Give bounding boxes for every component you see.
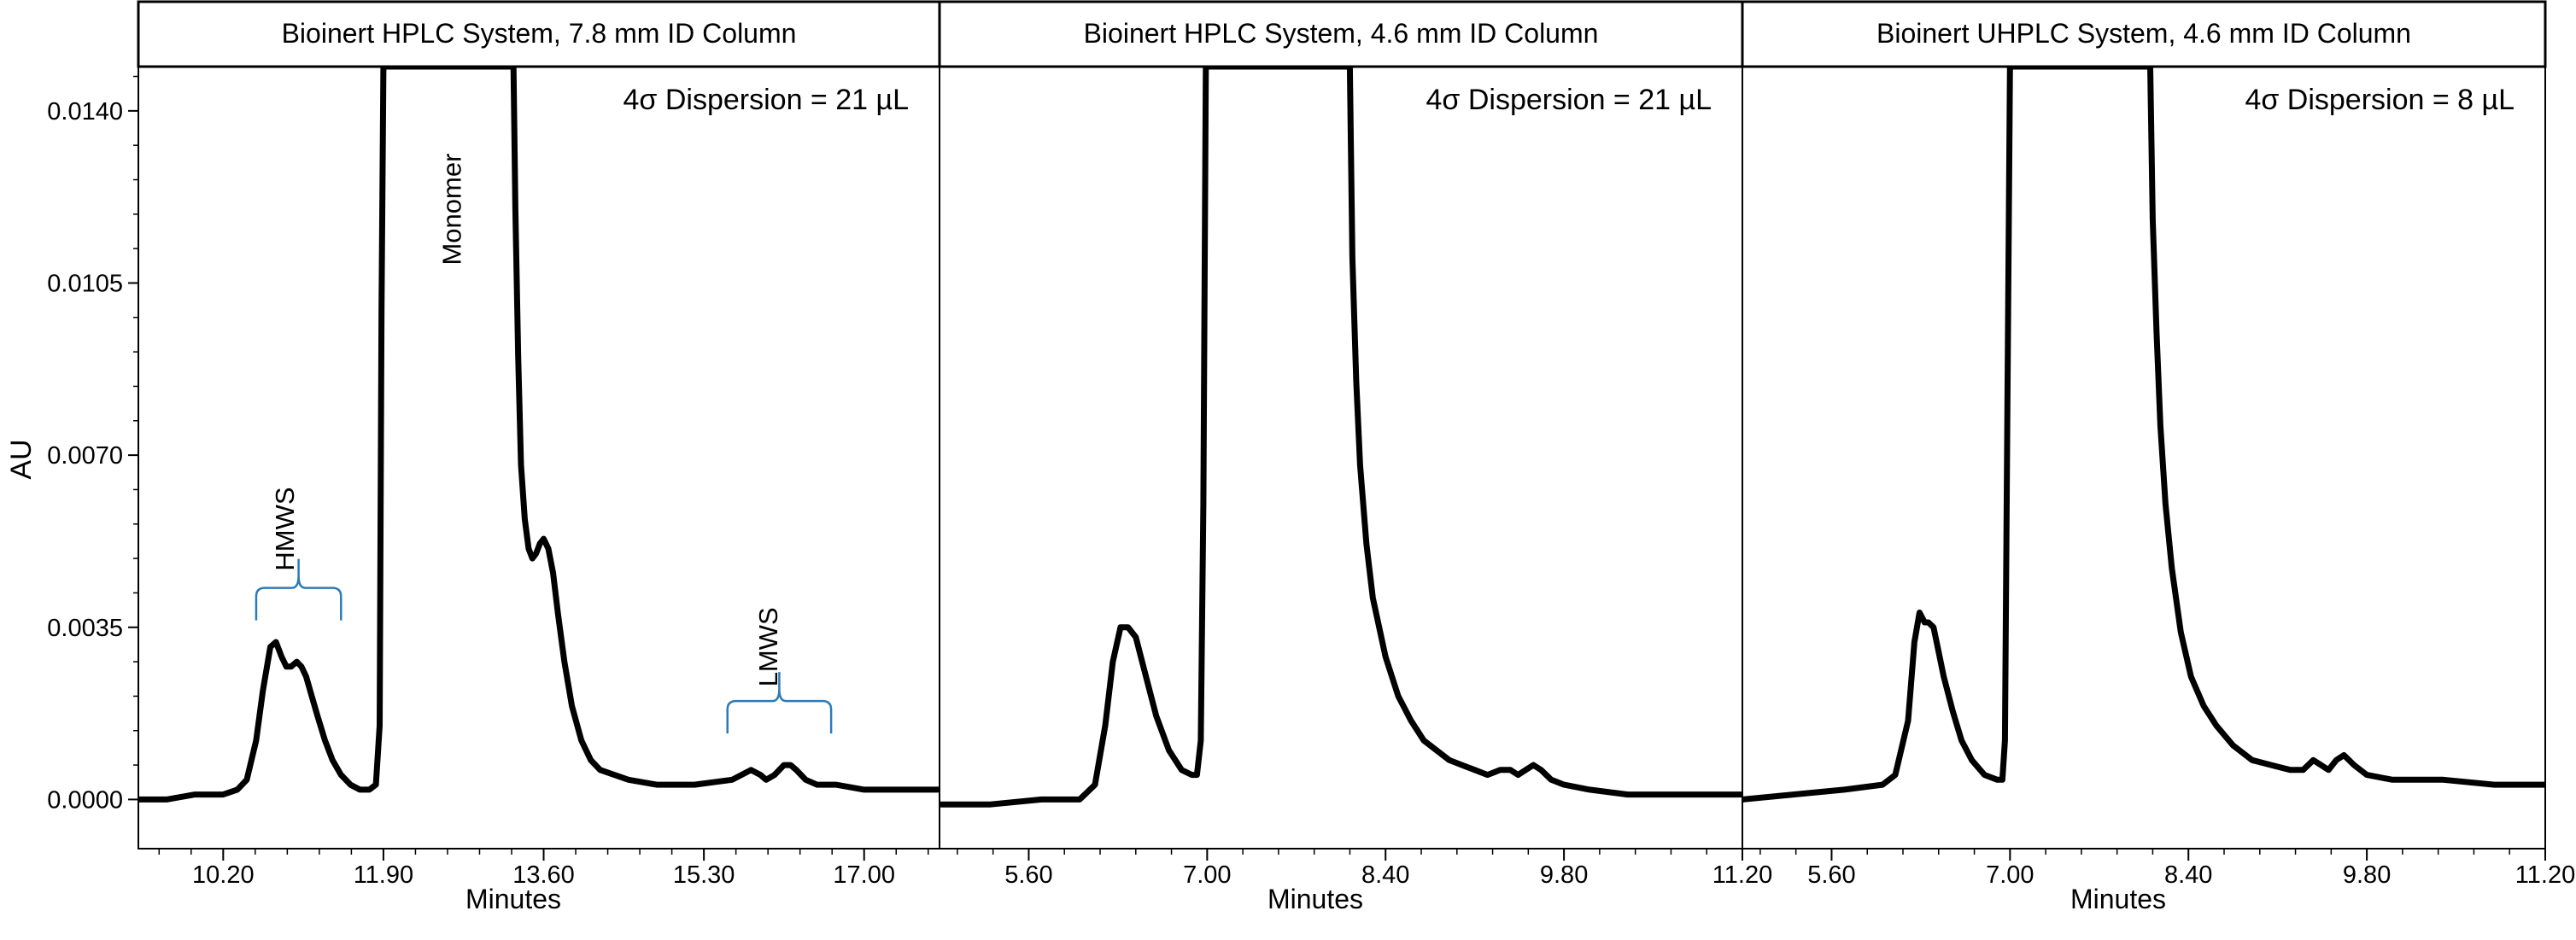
- x-tick-label: 5.60: [1807, 861, 1855, 889]
- panel-1: Bioinert HPLC System, 7.8 mm ID Column 10…: [137, 0, 941, 914]
- x-tick-label: 9.80: [1540, 861, 1588, 889]
- x-tick-label: 7.00: [1183, 861, 1231, 889]
- panel-title: Bioinert UHPLC System, 4.6 mm ID Column: [1876, 18, 2411, 49]
- dispersion-annotation: 4σ Dispersion = 21 µL: [1426, 84, 1712, 116]
- chromatogram-trace: [940, 67, 1742, 808]
- plot-frame: [939, 66, 1743, 850]
- x-axis-label: Minutes: [465, 884, 561, 914]
- y-tick-label: 0.0140: [47, 98, 123, 126]
- x-tick-label: 13.60: [512, 861, 575, 889]
- panel-title-box: [938, 0, 1744, 68]
- panel-title: Bioinert HPLC System, 4.6 mm ID Column: [1084, 18, 1599, 49]
- y-tick-label: 0.0105: [47, 270, 123, 297]
- bracket-lmws: [726, 672, 833, 734]
- x-tick-label: 9.80: [2343, 861, 2391, 889]
- dispersion-annotation: 4σ Dispersion = 8 µL: [2245, 84, 2515, 116]
- y-tick-label: 0.0070: [47, 442, 123, 470]
- y-axis: 0.0000 0.0035 0.0070 0.0105 0.0140: [47, 67, 139, 849]
- x-tick-label: 11.20: [2515, 861, 2575, 889]
- bracket-hmws: [255, 558, 342, 621]
- panel-3: Bioinert UHPLC System, 4.6 mm ID Column 5…: [1741, 0, 2575, 914]
- x-tick-label: 5.60: [1004, 861, 1052, 889]
- x-tick-label: 10.20: [192, 861, 255, 889]
- panel-title-box: [1741, 0, 2547, 68]
- y-tick-label: 0.0035: [47, 615, 123, 642]
- x-axis-label: Minutes: [1268, 884, 1363, 914]
- dispersion-annotation: 4σ Dispersion = 21 µL: [624, 84, 909, 116]
- chromatogram-trace: [138, 67, 940, 803]
- x-tick-label: 11.20: [1712, 861, 1772, 889]
- plot-frame: [1742, 66, 2546, 850]
- peak-label-hmws: HMWS: [270, 487, 300, 570]
- y-tick-label: 0.0000: [47, 786, 123, 814]
- panel-title-box: [137, 0, 941, 68]
- x-tick-label: 8.40: [2164, 861, 2212, 889]
- x-tick-label: 11.90: [354, 861, 413, 889]
- x-tick-label: 8.40: [1361, 861, 1409, 889]
- y-axis-label: AU: [5, 439, 38, 479]
- panel-title: Bioinert HPLC System, 7.8 mm ID Column: [282, 18, 797, 49]
- peak-label-monomer: Monomer: [436, 154, 466, 266]
- x-tick-label: 15.30: [673, 861, 735, 889]
- x-axis-label: Minutes: [2070, 884, 2166, 914]
- x-tick-label: 17.00: [833, 861, 895, 889]
- panel-2: Bioinert HPLC System, 4.6 mm ID Column 5.…: [938, 0, 1772, 914]
- panels: Bioinert HPLC System, 7.8 mm ID Column 10…: [137, 0, 2575, 914]
- chromatogram-trace: [1742, 67, 2545, 803]
- x-tick-label: 7.00: [1986, 861, 2034, 889]
